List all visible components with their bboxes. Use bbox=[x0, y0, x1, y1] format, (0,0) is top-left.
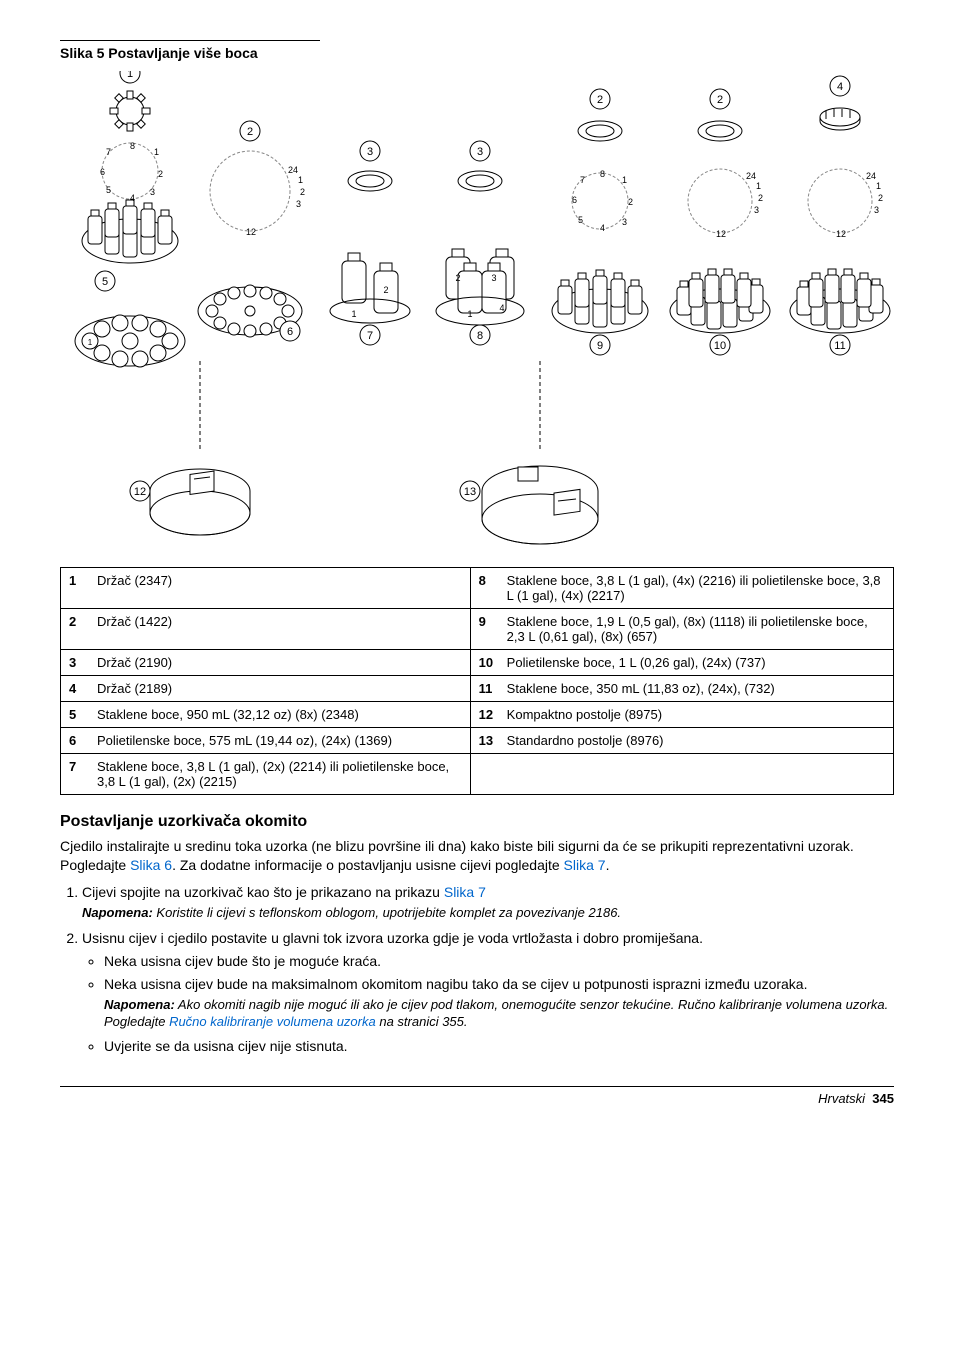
svg-text:24: 24 bbox=[288, 165, 298, 175]
legend-table: 1 Držač (2347) 8 Staklene boce, 3,8 L (1… bbox=[60, 567, 894, 795]
svg-text:7: 7 bbox=[367, 330, 373, 342]
svg-text:2: 2 bbox=[878, 193, 883, 203]
svg-text:2: 2 bbox=[300, 187, 305, 197]
svg-text:3: 3 bbox=[874, 205, 879, 215]
svg-text:3: 3 bbox=[491, 273, 496, 283]
svg-text:24: 24 bbox=[866, 171, 876, 181]
figure6-link[interactable]: Slika 6 bbox=[130, 857, 172, 873]
svg-text:4: 4 bbox=[499, 303, 504, 313]
svg-text:24: 24 bbox=[746, 171, 756, 181]
svg-text:7: 7 bbox=[580, 175, 585, 185]
svg-text:1: 1 bbox=[756, 181, 761, 191]
substeps: Neka usisna cijev bude što je moguće kra… bbox=[82, 952, 894, 1056]
svg-text:4: 4 bbox=[837, 81, 843, 93]
svg-text:5: 5 bbox=[578, 215, 583, 225]
svg-text:3: 3 bbox=[150, 187, 155, 197]
svg-text:10: 10 bbox=[714, 340, 726, 352]
svg-text:12: 12 bbox=[716, 229, 726, 239]
note-2: Napomena: Ako okomiti nagib nije moguć i… bbox=[104, 996, 894, 1031]
svg-text:3: 3 bbox=[296, 199, 301, 209]
intro-paragraph: Cjedilo instalirajte u sredinu toka uzor… bbox=[60, 837, 894, 875]
svg-text:5: 5 bbox=[106, 185, 111, 195]
svg-text:1: 1 bbox=[876, 181, 881, 191]
legend-num: 8 bbox=[470, 568, 499, 609]
svg-text:2: 2 bbox=[383, 285, 388, 295]
figure7-link[interactable]: Slika 7 bbox=[564, 857, 606, 873]
svg-text:7: 7 bbox=[106, 147, 111, 157]
svg-text:1: 1 bbox=[351, 309, 356, 319]
step-1: Cijevi spojite na uzorkivač kao što je p… bbox=[82, 883, 894, 921]
svg-text:2: 2 bbox=[158, 169, 163, 179]
figure-title: Slika 5 Postavljanje više boca bbox=[60, 40, 320, 61]
page-footer: Hrvatski 345 bbox=[60, 1086, 894, 1106]
svg-text:9: 9 bbox=[597, 340, 603, 352]
steps-list: Cijevi spojite na uzorkivač kao što je p… bbox=[60, 883, 894, 1056]
svg-text:6: 6 bbox=[572, 195, 577, 205]
svg-text:2: 2 bbox=[597, 94, 603, 106]
svg-text:6: 6 bbox=[100, 167, 105, 177]
svg-text:2: 2 bbox=[758, 193, 763, 203]
legend-text: Staklene boce, 3,8 L (1 gal), (4x) (2216… bbox=[499, 568, 894, 609]
svg-text:2: 2 bbox=[717, 94, 723, 106]
svg-text:1: 1 bbox=[154, 147, 159, 157]
svg-text:1: 1 bbox=[622, 175, 627, 185]
svg-text:1: 1 bbox=[467, 309, 472, 319]
svg-text:13: 13 bbox=[464, 486, 476, 498]
svg-text:1: 1 bbox=[127, 71, 133, 80]
svg-text:8: 8 bbox=[130, 141, 135, 151]
legend-num: 1 bbox=[61, 568, 90, 609]
substep-3: Uvjerite se da usisna cijev nije stisnut… bbox=[104, 1037, 894, 1056]
svg-text:8: 8 bbox=[477, 330, 483, 342]
multi-bottle-diagram: 1 5 7 8 1 2 3 4 5 6 bbox=[60, 71, 894, 561]
svg-text:4: 4 bbox=[600, 223, 605, 233]
substep-1: Neka usisna cijev bude što je moguće kra… bbox=[104, 952, 894, 971]
svg-text:4: 4 bbox=[130, 193, 135, 203]
svg-text:5: 5 bbox=[102, 276, 108, 288]
note-1: Napomena: Koristite li cijevi s teflonsk… bbox=[82, 904, 894, 922]
section-heading: Postavljanje uzorkivača okomito bbox=[60, 813, 894, 831]
manual-calib-link[interactable]: Ručno kalibriranje volumena uzorka bbox=[169, 1014, 376, 1029]
svg-text:12: 12 bbox=[836, 229, 846, 239]
svg-text:3: 3 bbox=[477, 146, 483, 158]
svg-text:3: 3 bbox=[622, 217, 627, 227]
footer-page: 345 bbox=[872, 1091, 894, 1106]
svg-text:3: 3 bbox=[754, 205, 759, 215]
svg-text:12: 12 bbox=[134, 486, 146, 498]
svg-text:12: 12 bbox=[246, 227, 256, 237]
step-2: Usisnu cijev i cjedilo postavite u glavn… bbox=[82, 929, 894, 1056]
svg-text:2: 2 bbox=[628, 197, 633, 207]
svg-text:2: 2 bbox=[247, 126, 253, 138]
svg-text:8: 8 bbox=[600, 169, 605, 179]
svg-text:11: 11 bbox=[834, 340, 845, 352]
svg-text:3: 3 bbox=[367, 146, 373, 158]
svg-text:1: 1 bbox=[298, 175, 303, 185]
substep-2: Neka usisna cijev bude na maksimalnom ok… bbox=[104, 975, 894, 1031]
svg-text:1: 1 bbox=[88, 338, 93, 347]
svg-text:2: 2 bbox=[455, 273, 460, 283]
legend-text: Držač (2347) bbox=[89, 568, 470, 609]
footer-lang: Hrvatski bbox=[818, 1091, 865, 1106]
svg-text:6: 6 bbox=[287, 326, 293, 338]
figure7-link-2[interactable]: Slika 7 bbox=[444, 884, 486, 900]
